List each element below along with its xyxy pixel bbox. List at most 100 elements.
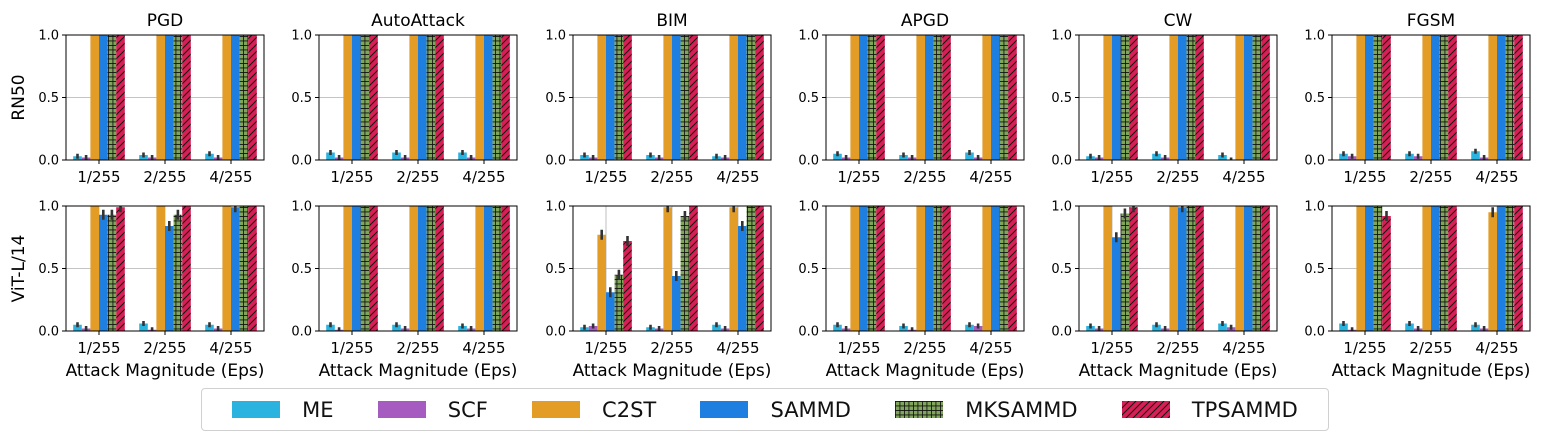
panel-vit-l-14-cw: 0.0 0.5 1.0 1/255 2/255 4/255 Attack Magnitude… — [1051, 200, 1278, 381]
panel-title-apgd: APGD — [901, 11, 949, 31]
bar-c2st-4-255 — [982, 35, 991, 160]
bar-c2st-4-255 — [1235, 206, 1244, 331]
y-tick-label: 1.0 — [1051, 200, 1072, 215]
bar-c2st-4-255 — [729, 35, 738, 160]
x-tick-label: 2/255 — [396, 168, 439, 186]
panel-title-pgd: PGD — [147, 11, 184, 31]
y-tick-label: 0.0 — [798, 325, 819, 340]
y-tick-label: 0.5 — [798, 262, 819, 277]
y-tick-label: 0.5 — [1304, 91, 1325, 106]
panel-rn50-autoattack: 0.0 0.5 1.0 1/255 2/255 4/255 AutoAttack — [291, 11, 518, 186]
bar-tpsammd-2-255 — [942, 206, 951, 331]
x-tick-label: 1/255 — [77, 168, 120, 186]
panel-title-fgsm: FGSM — [1407, 11, 1455, 31]
x-tick-label: 1/255 — [77, 339, 120, 357]
y-tick-label: 1.0 — [798, 29, 819, 44]
bar-tpsammd-1-255 — [1129, 207, 1138, 331]
bar-mksammd-2-255 — [1439, 206, 1449, 331]
bar-sammd-2-255 — [672, 276, 681, 331]
bar-me-4-255 — [965, 324, 974, 331]
bar-mksammd-4-255 — [239, 206, 249, 331]
panel-rn50-apgd: 0.0 0.5 1.0 1/255 2/255 4/255 APGD — [798, 11, 1025, 186]
bar-me-1-255 — [326, 324, 335, 331]
bar-sammd-2-255 — [165, 226, 174, 331]
x-tick-label: 1/255 — [584, 339, 627, 357]
panel-vit-l-14-fgsm: 0.0 0.5 1.0 1/255 2/255 4/255 Attack Magnitude… — [1304, 200, 1531, 381]
bar-c2st-4-255 — [729, 207, 738, 331]
y-tick-label: 1.0 — [38, 200, 59, 215]
bar-sammd-1-255 — [606, 292, 615, 331]
panel-rn50-fgsm: 0.0 0.5 1.0 1/255 2/255 4/255 FGSM — [1304, 11, 1531, 186]
x-tick-label: 1/255 — [584, 168, 627, 186]
legend-item-mksammd: MKSAMMD — [895, 398, 1078, 422]
bar-sammd-4-255 — [738, 226, 747, 331]
legend: ME SCF C2ST SAMMD MKSAMMD TPSAMMD — [201, 388, 1329, 431]
bar-mksammd-4-255 — [1505, 206, 1515, 331]
x-tick-label: 4/255 — [716, 339, 759, 357]
bar-me-2-255 — [139, 323, 148, 331]
y-tick-label: 1.0 — [291, 200, 312, 215]
x-tick-label: 1/255 — [330, 168, 373, 186]
bar-sammd-4-255 — [231, 207, 240, 331]
y-tick-label: 0.0 — [1304, 154, 1325, 169]
y-tick-label: 0.5 — [545, 262, 566, 277]
bar-c2st-1-255 — [1356, 35, 1365, 160]
x-axis-label: Attack Magnitude (Eps) — [1332, 361, 1531, 381]
x-tick-label: 4/255 — [969, 168, 1012, 186]
y-tick-label: 1.0 — [545, 200, 566, 215]
y-tick-label: 0.0 — [38, 325, 59, 340]
x-tick-label: 2/255 — [1409, 339, 1452, 357]
bar-tpsammd-1-255 — [623, 35, 632, 160]
panel-vit-l-14-bim: 0.0 0.5 1.0 1/255 2/255 4/255 Attack Magnitude… — [545, 200, 772, 381]
x-tick-label: 2/255 — [650, 168, 693, 186]
bar-sammd-1-255 — [859, 35, 868, 160]
bar-sammd-2-255 — [925, 35, 934, 160]
bar-me-1-255 — [326, 152, 335, 160]
x-tick-label: 1/255 — [1343, 339, 1386, 357]
bar-mksammd-1-255 — [107, 214, 117, 331]
bar-tpsammd-1-255 — [1382, 216, 1391, 331]
bar-mksammd-2-255 — [680, 216, 690, 331]
bar-tpsammd-4-255 — [501, 35, 510, 160]
bar-mksammd-2-255 — [680, 35, 690, 160]
bar-me-2-255 — [1405, 153, 1414, 160]
bar-c2st-1-255 — [1103, 35, 1112, 160]
bar-mksammd-1-255 — [1373, 206, 1383, 331]
y-tick-label: 0.0 — [545, 154, 566, 169]
x-tick-label: 2/255 — [1156, 339, 1199, 357]
bar-tpsammd-2-255 — [689, 35, 698, 160]
bar-tpsammd-2-255 — [182, 35, 191, 160]
bar-c2st-2-255 — [1169, 206, 1178, 331]
bar-c2st-2-255 — [1422, 206, 1431, 331]
bar-sammd-4-255 — [231, 35, 240, 160]
x-tick-label: 2/255 — [396, 339, 439, 357]
bar-mksammd-2-255 — [426, 206, 436, 331]
panel-title-cw: CW — [1164, 11, 1193, 31]
bar-sammd-4-255 — [1497, 35, 1506, 160]
y-tick-label: 0.5 — [291, 262, 312, 277]
bar-sammd-2-255 — [418, 206, 427, 331]
bar-tpsammd-4-255 — [1514, 206, 1523, 331]
y-tick-label: 0.0 — [1304, 325, 1325, 340]
bar-mksammd-1-255 — [360, 206, 370, 331]
y-tick-label: 0.5 — [1051, 91, 1072, 106]
y-tick-label: 1.0 — [1304, 200, 1325, 215]
panel-vit-l-14-autoattack: 0.0 0.5 1.0 1/255 2/255 4/255 Attack Magnitude… — [291, 200, 518, 381]
bar-tpsammd-4-255 — [248, 206, 257, 331]
bar-c2st-2-255 — [1169, 35, 1178, 160]
bar-tpsammd-1-255 — [369, 206, 378, 331]
bar-me-4-255 — [712, 324, 721, 331]
panel-title-autoattack: AutoAttack — [371, 11, 465, 31]
bar-c2st-2-255 — [916, 206, 925, 331]
x-tick-label: 1/255 — [1090, 168, 1133, 186]
x-tick-label: 4/255 — [462, 339, 505, 357]
panel-rn50-bim: 0.0 0.5 1.0 1/255 2/255 4/255 BIM — [545, 11, 772, 186]
x-tick-label: 2/255 — [143, 339, 186, 357]
bar-c2st-2-255 — [409, 206, 418, 331]
bar-mksammd-1-255 — [1120, 35, 1130, 160]
bar-tpsammd-2-255 — [689, 206, 698, 331]
bar-tpsammd-4-255 — [1008, 206, 1017, 331]
panels-layer: 0.0 0.5 1.0 1/255 2/255 4/255 PGD 0.0 0.5 1.0 1/25… — [9, 11, 1531, 381]
bar-sammd-2-255 — [925, 206, 934, 331]
